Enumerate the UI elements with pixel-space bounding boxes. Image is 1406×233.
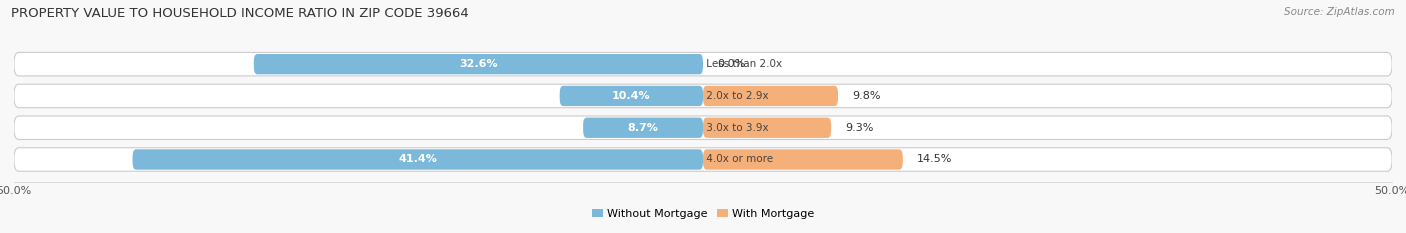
FancyBboxPatch shape — [132, 149, 703, 170]
FancyBboxPatch shape — [254, 54, 703, 74]
Text: 3.0x to 3.9x: 3.0x to 3.9x — [703, 123, 769, 133]
Text: 4.0x or more: 4.0x or more — [703, 154, 773, 164]
Text: 2.0x to 2.9x: 2.0x to 2.9x — [703, 91, 769, 101]
Text: Source: ZipAtlas.com: Source: ZipAtlas.com — [1284, 7, 1395, 17]
Text: 9.3%: 9.3% — [845, 123, 873, 133]
Text: 0.0%: 0.0% — [717, 59, 745, 69]
Text: 32.6%: 32.6% — [460, 59, 498, 69]
Text: 8.7%: 8.7% — [627, 123, 658, 133]
FancyBboxPatch shape — [560, 86, 703, 106]
Legend: Without Mortgage, With Mortgage: Without Mortgage, With Mortgage — [588, 204, 818, 223]
Text: 9.8%: 9.8% — [852, 91, 880, 101]
FancyBboxPatch shape — [583, 118, 703, 138]
Text: 14.5%: 14.5% — [917, 154, 952, 164]
FancyBboxPatch shape — [703, 118, 831, 138]
Text: PROPERTY VALUE TO HOUSEHOLD INCOME RATIO IN ZIP CODE 39664: PROPERTY VALUE TO HOUSEHOLD INCOME RATIO… — [11, 7, 470, 20]
Text: 41.4%: 41.4% — [398, 154, 437, 164]
FancyBboxPatch shape — [14, 84, 1392, 108]
Text: 10.4%: 10.4% — [612, 91, 651, 101]
FancyBboxPatch shape — [14, 148, 1392, 171]
FancyBboxPatch shape — [14, 52, 1392, 76]
FancyBboxPatch shape — [703, 149, 903, 170]
FancyBboxPatch shape — [14, 116, 1392, 140]
Text: Less than 2.0x: Less than 2.0x — [703, 59, 782, 69]
FancyBboxPatch shape — [703, 86, 838, 106]
